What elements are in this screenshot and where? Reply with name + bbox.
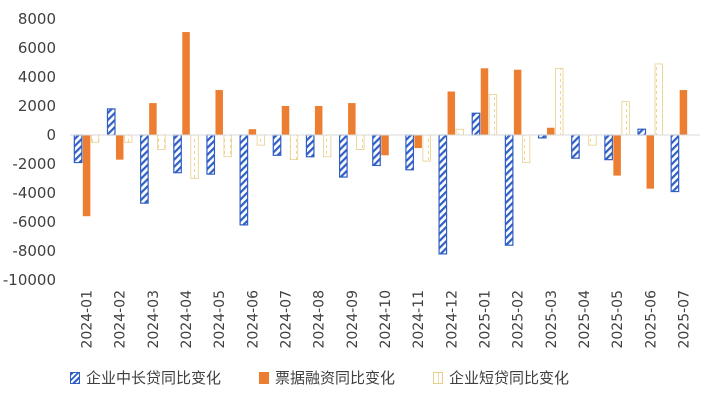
bar-series-1-2024-11 [405, 134, 415, 171]
y-tick-label: 6000 [18, 39, 56, 57]
bar-series-3-2024-04 [190, 134, 199, 179]
bar-series-3-2025-05 [621, 101, 630, 136]
bar-series-2-2025-05 [613, 135, 621, 176]
bar-series-1-2024-12 [438, 134, 448, 255]
bar-series-3-2024-11 [422, 134, 431, 162]
bar-series-2-2024-10 [381, 135, 389, 156]
x-tick-label: 2024-01 [80, 290, 96, 349]
bar-series-3-2024-12 [455, 128, 464, 136]
x-tick-label: 2024-07 [279, 290, 295, 349]
x-tick-label: 2025-05 [610, 290, 626, 349]
y-tick-label: 4000 [18, 68, 56, 86]
bar-series-1-2024-09 [338, 134, 348, 178]
bar-series-2-2024-07 [281, 106, 290, 135]
legend-swatch-2 [259, 371, 270, 384]
bar-series-3-2024-06 [256, 134, 266, 146]
bar-series-3-2025-06 [654, 63, 663, 136]
legend-swatch-1 [70, 371, 80, 384]
y-tick-label: -10000 [3, 271, 56, 289]
bar-series-1-2024-05 [206, 134, 216, 175]
legend-label-1: 企业中长贷同比变化 [86, 369, 222, 387]
bar-series-2-2024-04 [182, 32, 190, 135]
bar-series-3-2025-03 [555, 67, 564, 136]
legend-label-3: 企业短贷同比变化 [449, 369, 570, 387]
legend-swatch-3 [433, 371, 444, 384]
bar-series-2-2025-06 [646, 135, 655, 189]
x-tick-label: 2024-11 [411, 290, 427, 349]
y-tick-label: 2000 [18, 97, 56, 115]
bar-series-3-2025-01 [488, 94, 498, 136]
legend-item-3: 企业短贷同比变化 [433, 367, 569, 388]
bar-series-1-2025-05 [604, 134, 613, 161]
bar-series-2-2025-02 [513, 69, 522, 135]
bar-series-2-2025-01 [480, 68, 489, 135]
bar-series-3-2024-08 [323, 134, 332, 158]
x-tick-label: 2024-12 [444, 290, 460, 349]
bar-series-3-2024-05 [223, 134, 232, 158]
bar-series-1-2024-04 [173, 134, 182, 174]
x-tick-label: 2024-03 [146, 290, 162, 349]
bar-series-2-2024-05 [215, 90, 223, 135]
bar-series-1-2024-01 [73, 134, 83, 164]
bar-series-1-2025-01 [471, 112, 481, 136]
bar-series-3-2024-02 [124, 134, 133, 143]
x-tick-label: 2024-10 [378, 290, 394, 349]
x-tick-label: 2025-03 [544, 290, 560, 349]
bar-series-1-2025-04 [571, 134, 580, 159]
x-axis: 2024-01 2024-02 2024-03 2024-04 2024-05 2024-… [80, 290, 693, 349]
bar-series-1-2025-02 [504, 134, 514, 246]
legend-item-2: 票据融资同比变化 [259, 367, 395, 388]
bar-series-1-2024-06 [239, 134, 249, 226]
x-tick-label: 2024-06 [245, 290, 261, 349]
x-tick-label: 2025-06 [643, 290, 659, 349]
bar-series-3-2024-07 [289, 134, 299, 161]
bar-series-1-2024-10 [372, 134, 381, 167]
legend: 企业中长贷同比变化 票据融资同比变化 企业短贷同比变化 [70, 367, 569, 388]
legend-label-2: 票据融资同比变化 [275, 369, 396, 387]
x-tick-label: 2024-02 [113, 290, 129, 349]
x-tick-label: 2025-07 [676, 290, 692, 349]
y-tick-label: -8000 [12, 242, 56, 260]
x-tick-label: 2024-08 [312, 290, 328, 349]
bar-series-3-2024-09 [356, 134, 365, 150]
y-tick-label: 0 [46, 126, 56, 144]
y-tick-label: -2000 [12, 155, 56, 173]
bar-series-2-2024-03 [149, 103, 157, 135]
legend-item-1: 企业中长贷同比变化 [70, 367, 221, 388]
x-tick-label: 2025-01 [477, 290, 493, 349]
bar-series-1-2025-06 [637, 128, 647, 136]
bar-series-1-2024-08 [305, 134, 315, 158]
bar-series-3-2024-03 [157, 134, 166, 150]
bar-series-2-2024-11 [414, 135, 422, 149]
bar-series-3-2025-04 [588, 134, 597, 146]
bar-series-3-2025-02 [521, 134, 531, 163]
x-tick-label: 2025-04 [577, 290, 593, 349]
bar-series-3-2024-01 [90, 134, 100, 143]
y-tick-label: -6000 [12, 213, 56, 231]
bar-series-1-2024-02 [106, 108, 116, 136]
bar-series-2-2024-02 [115, 135, 124, 160]
bar-series-1-2024-03 [140, 134, 149, 204]
bar-series-2-2025-07 [679, 90, 688, 135]
y-tick-label: 8000 [18, 10, 56, 28]
x-tick-label: 2024-09 [345, 290, 361, 349]
x-tick-label: 2024-04 [179, 290, 195, 349]
bar-series-2-2024-08 [314, 106, 323, 135]
bar-series-1-2024-07 [272, 134, 282, 156]
y-tick-label: -4000 [12, 184, 56, 202]
plot-area [70, 32, 700, 255]
bar-series-2-2024-09 [348, 103, 356, 135]
bar-series-2-2025-03 [547, 127, 555, 135]
y-axis: 8000 6000 4000 2000 0 -2000 -4000 -6000 -8000 -10… [3, 10, 56, 289]
bar-series-2-2024-12 [447, 91, 456, 135]
bar-series-2-2024-01 [82, 135, 91, 217]
x-tick-label: 2025-02 [511, 290, 527, 349]
x-tick-label: 2024-05 [212, 290, 228, 349]
bar-series-1-2025-07 [670, 134, 680, 193]
bar-series-2-2024-06 [248, 129, 257, 135]
